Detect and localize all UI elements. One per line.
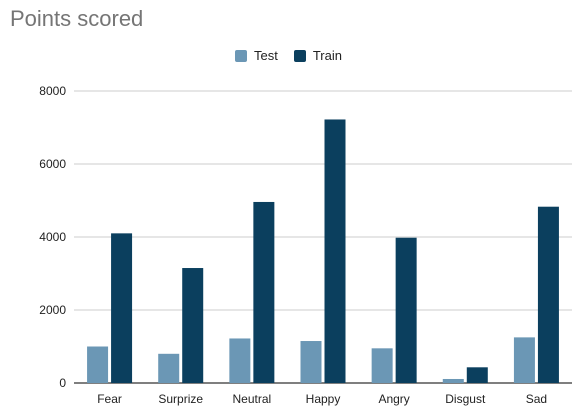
chart-legend: Test Train — [0, 48, 577, 63]
x-tick-label: Sad — [526, 392, 547, 406]
y-tick-label: 4000 — [39, 230, 66, 244]
bar-test-fear — [87, 346, 109, 383]
bar-train-sad — [537, 206, 559, 383]
legend-item-test: Test — [235, 48, 278, 63]
bar-train-happy — [324, 119, 346, 383]
x-tick-label: Surprize — [158, 392, 203, 406]
legend-swatch-train — [293, 49, 306, 62]
x-tick-label: Fear — [97, 392, 122, 406]
y-tick-label: 0 — [59, 376, 66, 390]
y-tick-label: 2000 — [39, 303, 66, 317]
legend-swatch-test — [235, 49, 247, 62]
bar-train-angry — [395, 237, 417, 383]
y-tick-label: 8000 — [39, 84, 66, 98]
bar-test-angry — [371, 348, 393, 383]
bar-train-disgust — [466, 367, 488, 383]
bar-test-happy — [300, 341, 322, 383]
chart-title: Points scored — [10, 6, 144, 31]
x-tick-label: Disgust — [445, 392, 486, 406]
x-tick-label: Angry — [378, 392, 409, 406]
bar-train-fear — [111, 233, 133, 383]
bar-test-disgust — [442, 378, 464, 383]
bar-test-surprize — [158, 353, 180, 383]
bar-train-neutral — [253, 201, 275, 383]
legend-label-test: Test — [254, 48, 278, 63]
bar-test-sad — [513, 337, 535, 383]
bar-train-surprize — [182, 268, 204, 383]
bar-test-neutral — [229, 338, 251, 383]
legend-label-train: Train — [312, 48, 342, 63]
legend-item-train: Train — [293, 48, 342, 63]
x-tick-label: Neutral — [233, 392, 272, 406]
y-tick-label: 6000 — [39, 157, 66, 171]
x-tick-label: Happy — [306, 392, 341, 406]
